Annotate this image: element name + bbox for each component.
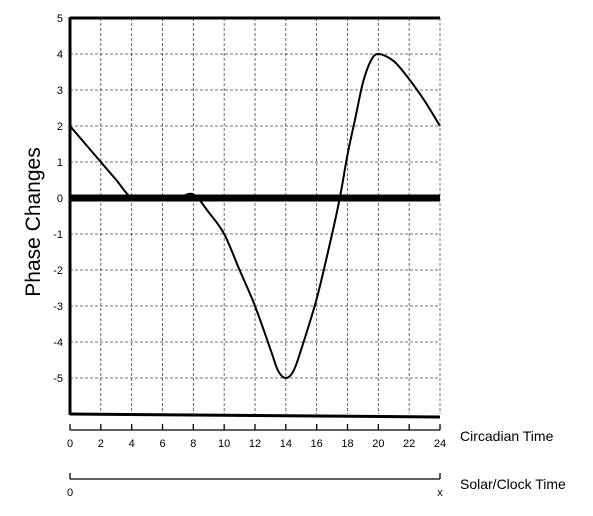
grid-lines [70, 18, 440, 414]
bottom-border [69, 412, 441, 419]
secondary-x-axis-label: Solar/Clock Time [460, 476, 566, 492]
y-tick-label: 3 [57, 85, 63, 97]
x-tick-label: 18 [341, 438, 353, 450]
x-tick-label: 22 [403, 438, 415, 450]
x-tick-label: 0 [67, 438, 73, 450]
y-tick-label: -3 [53, 301, 63, 313]
y-tick-label: -4 [53, 337, 63, 349]
y-tick-label: 4 [57, 49, 63, 61]
plot-frame [68, 16, 441, 419]
y-tick-label: -2 [53, 265, 63, 277]
x-axis-label: Circadian Time [460, 428, 554, 444]
y-tick-label: 5 [57, 13, 63, 25]
x-tick-label: 8 [190, 438, 196, 450]
x-tick-label: 24 [434, 438, 446, 450]
phase-curve [69, 52, 441, 380]
y-axis-label: Phase Changes [22, 147, 45, 296]
curve-layer [69, 52, 441, 380]
secondary-tick-label: x [437, 487, 443, 499]
y-tick-labels: 5 4 3 2 1 0 -1 -2 -3 -4 -5 [53, 13, 63, 385]
x-tick-label: 12 [249, 438, 261, 450]
y-tick-label: 1 [57, 157, 63, 169]
x-tick-label: 10 [218, 438, 230, 450]
x-tick-label: 14 [280, 438, 292, 450]
y-tick-label: -5 [53, 373, 63, 385]
x-tick-label: 2 [98, 438, 104, 450]
x-tick-label: 6 [159, 438, 165, 450]
y-tick-label: 0 [57, 193, 63, 205]
x-tick-label: 4 [129, 438, 135, 450]
x-tick-label: 16 [311, 438, 323, 450]
y-tick-label: 2 [57, 121, 63, 133]
secondary-tick-label: 0 [67, 487, 73, 499]
circadian-time-axis: 0 2 4 6 8 10 12 14 16 18 20 22 24 [67, 424, 446, 450]
x-tick-label: 20 [372, 438, 384, 450]
y-tick-label: -1 [53, 229, 63, 241]
